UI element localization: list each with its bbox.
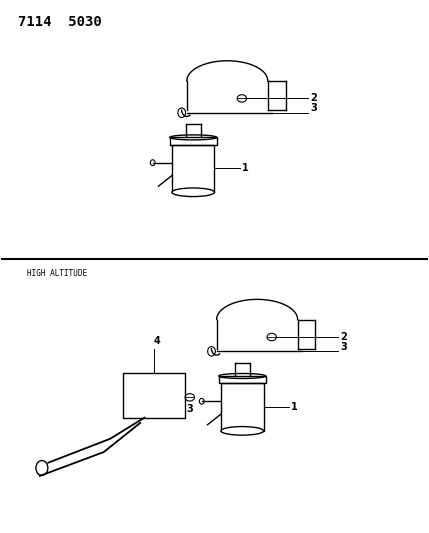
Text: 7114  5030: 7114 5030 bbox=[18, 14, 102, 29]
Ellipse shape bbox=[172, 188, 214, 197]
Text: HIGH ALTITUDE: HIGH ALTITUDE bbox=[27, 269, 87, 278]
Text: 4: 4 bbox=[154, 336, 160, 346]
Text: 2: 2 bbox=[311, 93, 317, 103]
Bar bbox=[123, 373, 184, 418]
Bar bbox=[219, 376, 266, 383]
Bar bbox=[172, 144, 214, 192]
Text: 1: 1 bbox=[291, 402, 298, 412]
Text: 3: 3 bbox=[186, 404, 193, 414]
Bar bbox=[170, 138, 217, 144]
Bar bbox=[221, 383, 263, 431]
Ellipse shape bbox=[221, 426, 263, 435]
Text: 1: 1 bbox=[242, 164, 249, 173]
Text: 2: 2 bbox=[340, 332, 347, 342]
Text: 3: 3 bbox=[340, 342, 347, 352]
Text: 3: 3 bbox=[311, 103, 317, 113]
